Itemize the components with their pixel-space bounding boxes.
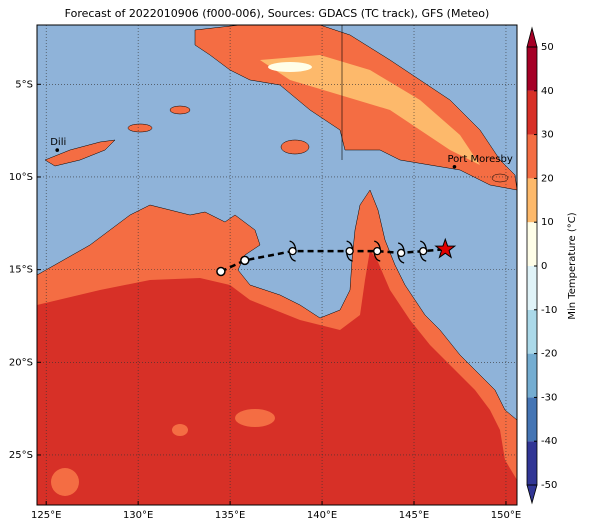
island: [127, 123, 153, 133]
storm-arm: [374, 240, 381, 250]
city-dot: [55, 148, 60, 152]
y-tick-label: 15°S: [9, 265, 33, 276]
highlands-cool: [268, 62, 312, 72]
colorbar-swatch: [527, 47, 537, 91]
colorbar-swatch: [527, 309, 537, 354]
colorbar-swatch: [527, 353, 537, 398]
storm-eye: [345, 246, 354, 256]
storm-arm: [346, 252, 353, 262]
colorbar-tick-label: -30: [541, 392, 557, 403]
colorbar-swatch: [527, 222, 537, 266]
colorbar-swatch: [527, 90, 537, 135]
storm-arm: [289, 240, 297, 250]
colorbar-swatch: [527, 441, 537, 485]
island: [169, 105, 191, 115]
y-tick-label: 10°S: [9, 172, 33, 183]
storm-arm: [420, 240, 427, 250]
colorbar-tick-label: 0: [541, 261, 547, 272]
track-point: [216, 266, 226, 277]
colorbar-tick-label: 10: [541, 217, 554, 228]
warm-patch: [172, 424, 188, 436]
storm-symbol: [396, 242, 406, 264]
colorbar-tick-label: 20: [541, 173, 554, 184]
storm-eye: [288, 246, 297, 256]
island: [491, 173, 509, 183]
y-tick-label: 20°S: [9, 357, 33, 368]
warm-patch: [235, 409, 275, 427]
y-tick-label: 25°S: [9, 450, 33, 461]
x-tick-label: 150°E: [491, 510, 521, 521]
storm-arm: [397, 254, 405, 264]
colorbar-tick-label: -50: [541, 480, 557, 491]
colorbar-tick-label: 40: [541, 86, 554, 97]
storm-symbol: [373, 240, 382, 262]
colorbar-swatch: [527, 178, 537, 223]
storm-symbol: [288, 240, 297, 262]
storm-symbol: [345, 240, 354, 262]
colorbar-swatch: [527, 266, 537, 310]
x-tick-label: 130°E: [123, 510, 153, 521]
x-tick-label: 140°E: [307, 510, 337, 521]
storm-eye: [396, 248, 406, 258]
storm-symbol: [419, 240, 428, 262]
map-area: [37, 25, 517, 505]
storm-eye: [419, 246, 428, 256]
storm-arm: [373, 252, 381, 262]
interior-hot: [37, 250, 517, 505]
map-frame: [36, 24, 518, 506]
colorbar-swatch: [527, 397, 537, 442]
timor: [44, 139, 116, 167]
x-tick-label: 135°E: [215, 510, 245, 521]
storm-arm: [288, 252, 296, 262]
highlands: [260, 55, 480, 165]
city-label: Port Moresby: [447, 154, 512, 165]
colorbar-swatch: [527, 134, 537, 179]
x-tick-label: 145°E: [399, 510, 429, 521]
colorbar-label: Min Temperature (°C): [567, 212, 578, 319]
storm-arm: [346, 240, 354, 250]
storm-arm: [419, 252, 427, 262]
colorbar-tick-label: -10: [541, 305, 557, 316]
map-title: Forecast of 2022010906 (f000-006), Sourc…: [65, 7, 490, 20]
city-label: Dili: [50, 137, 66, 148]
warm-patch: [51, 468, 79, 496]
storm-arm: [397, 242, 405, 252]
current-position: [434, 237, 457, 259]
colorbar-tick-label: -20: [541, 349, 557, 360]
storm-eye: [373, 246, 382, 256]
colorbar-tick-label: 50: [541, 42, 554, 53]
y-tick-label: 5°S: [15, 79, 33, 90]
island: [280, 139, 310, 155]
x-tick-label: 125°E: [31, 510, 61, 521]
colorbar-extend-low: [526, 484, 538, 505]
city-dot: [452, 164, 457, 169]
colorbar-extend-high: [526, 26, 538, 48]
colorbar-tick-label: -40: [541, 436, 557, 447]
track-point: [240, 255, 250, 266]
colorbar-tick-label: 30: [541, 130, 554, 141]
